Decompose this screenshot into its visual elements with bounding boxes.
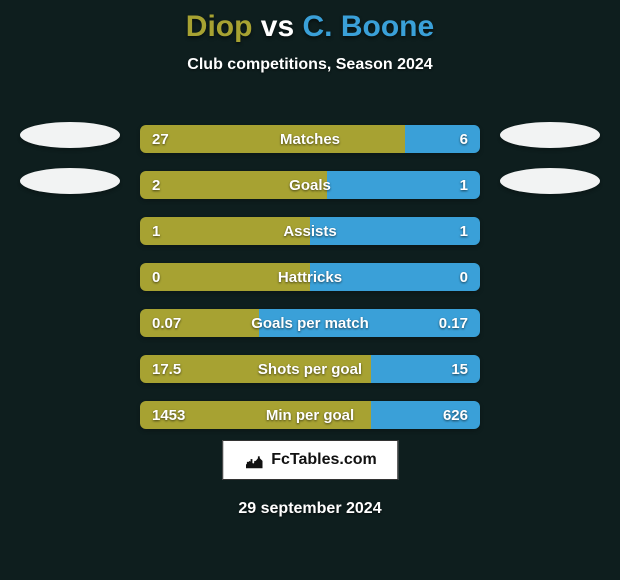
date-text: 29 september 2024 (0, 500, 620, 518)
stat-label: Goals per match (140, 309, 480, 337)
stat-label: Matches (140, 125, 480, 153)
team-badge-right (500, 122, 600, 148)
vs-text: vs (261, 10, 294, 43)
subtitle: Club competitions, Season 2024 (0, 44, 620, 74)
badges-left (10, 122, 130, 214)
stat-rows: 276Matches 21Goals 11Assists 00Hattricks 0.0… (140, 125, 480, 447)
player-b-name: C. Boone (303, 10, 435, 43)
stat-row: 0.070.17Goals per match (140, 309, 480, 337)
stat-row: 17.515Shots per goal (140, 355, 480, 383)
player-a-name: Diop (186, 10, 253, 43)
stat-row: 11Assists (140, 217, 480, 245)
stat-label: Shots per goal (140, 355, 480, 383)
stat-row: 276Matches (140, 125, 480, 153)
stat-row: 00Hattricks (140, 263, 480, 291)
stat-label: Assists (140, 217, 480, 245)
team-badge-right (500, 168, 600, 194)
stat-label: Hattricks (140, 263, 480, 291)
source-badge: FcTables.com (222, 440, 398, 480)
chart-icon (243, 449, 265, 471)
stat-label: Goals (140, 171, 480, 199)
page-title: Diop vs C. Boone (0, 0, 620, 44)
badges-right (490, 122, 610, 214)
source-text: FcTables.com (271, 451, 377, 469)
stat-row: 21Goals (140, 171, 480, 199)
team-badge-left (20, 122, 120, 148)
stat-label: Min per goal (140, 401, 480, 429)
stat-row: 1453626Min per goal (140, 401, 480, 429)
comparison-canvas: Diop vs C. Boone Club competitions, Seas… (0, 0, 620, 580)
team-badge-left (20, 168, 120, 194)
